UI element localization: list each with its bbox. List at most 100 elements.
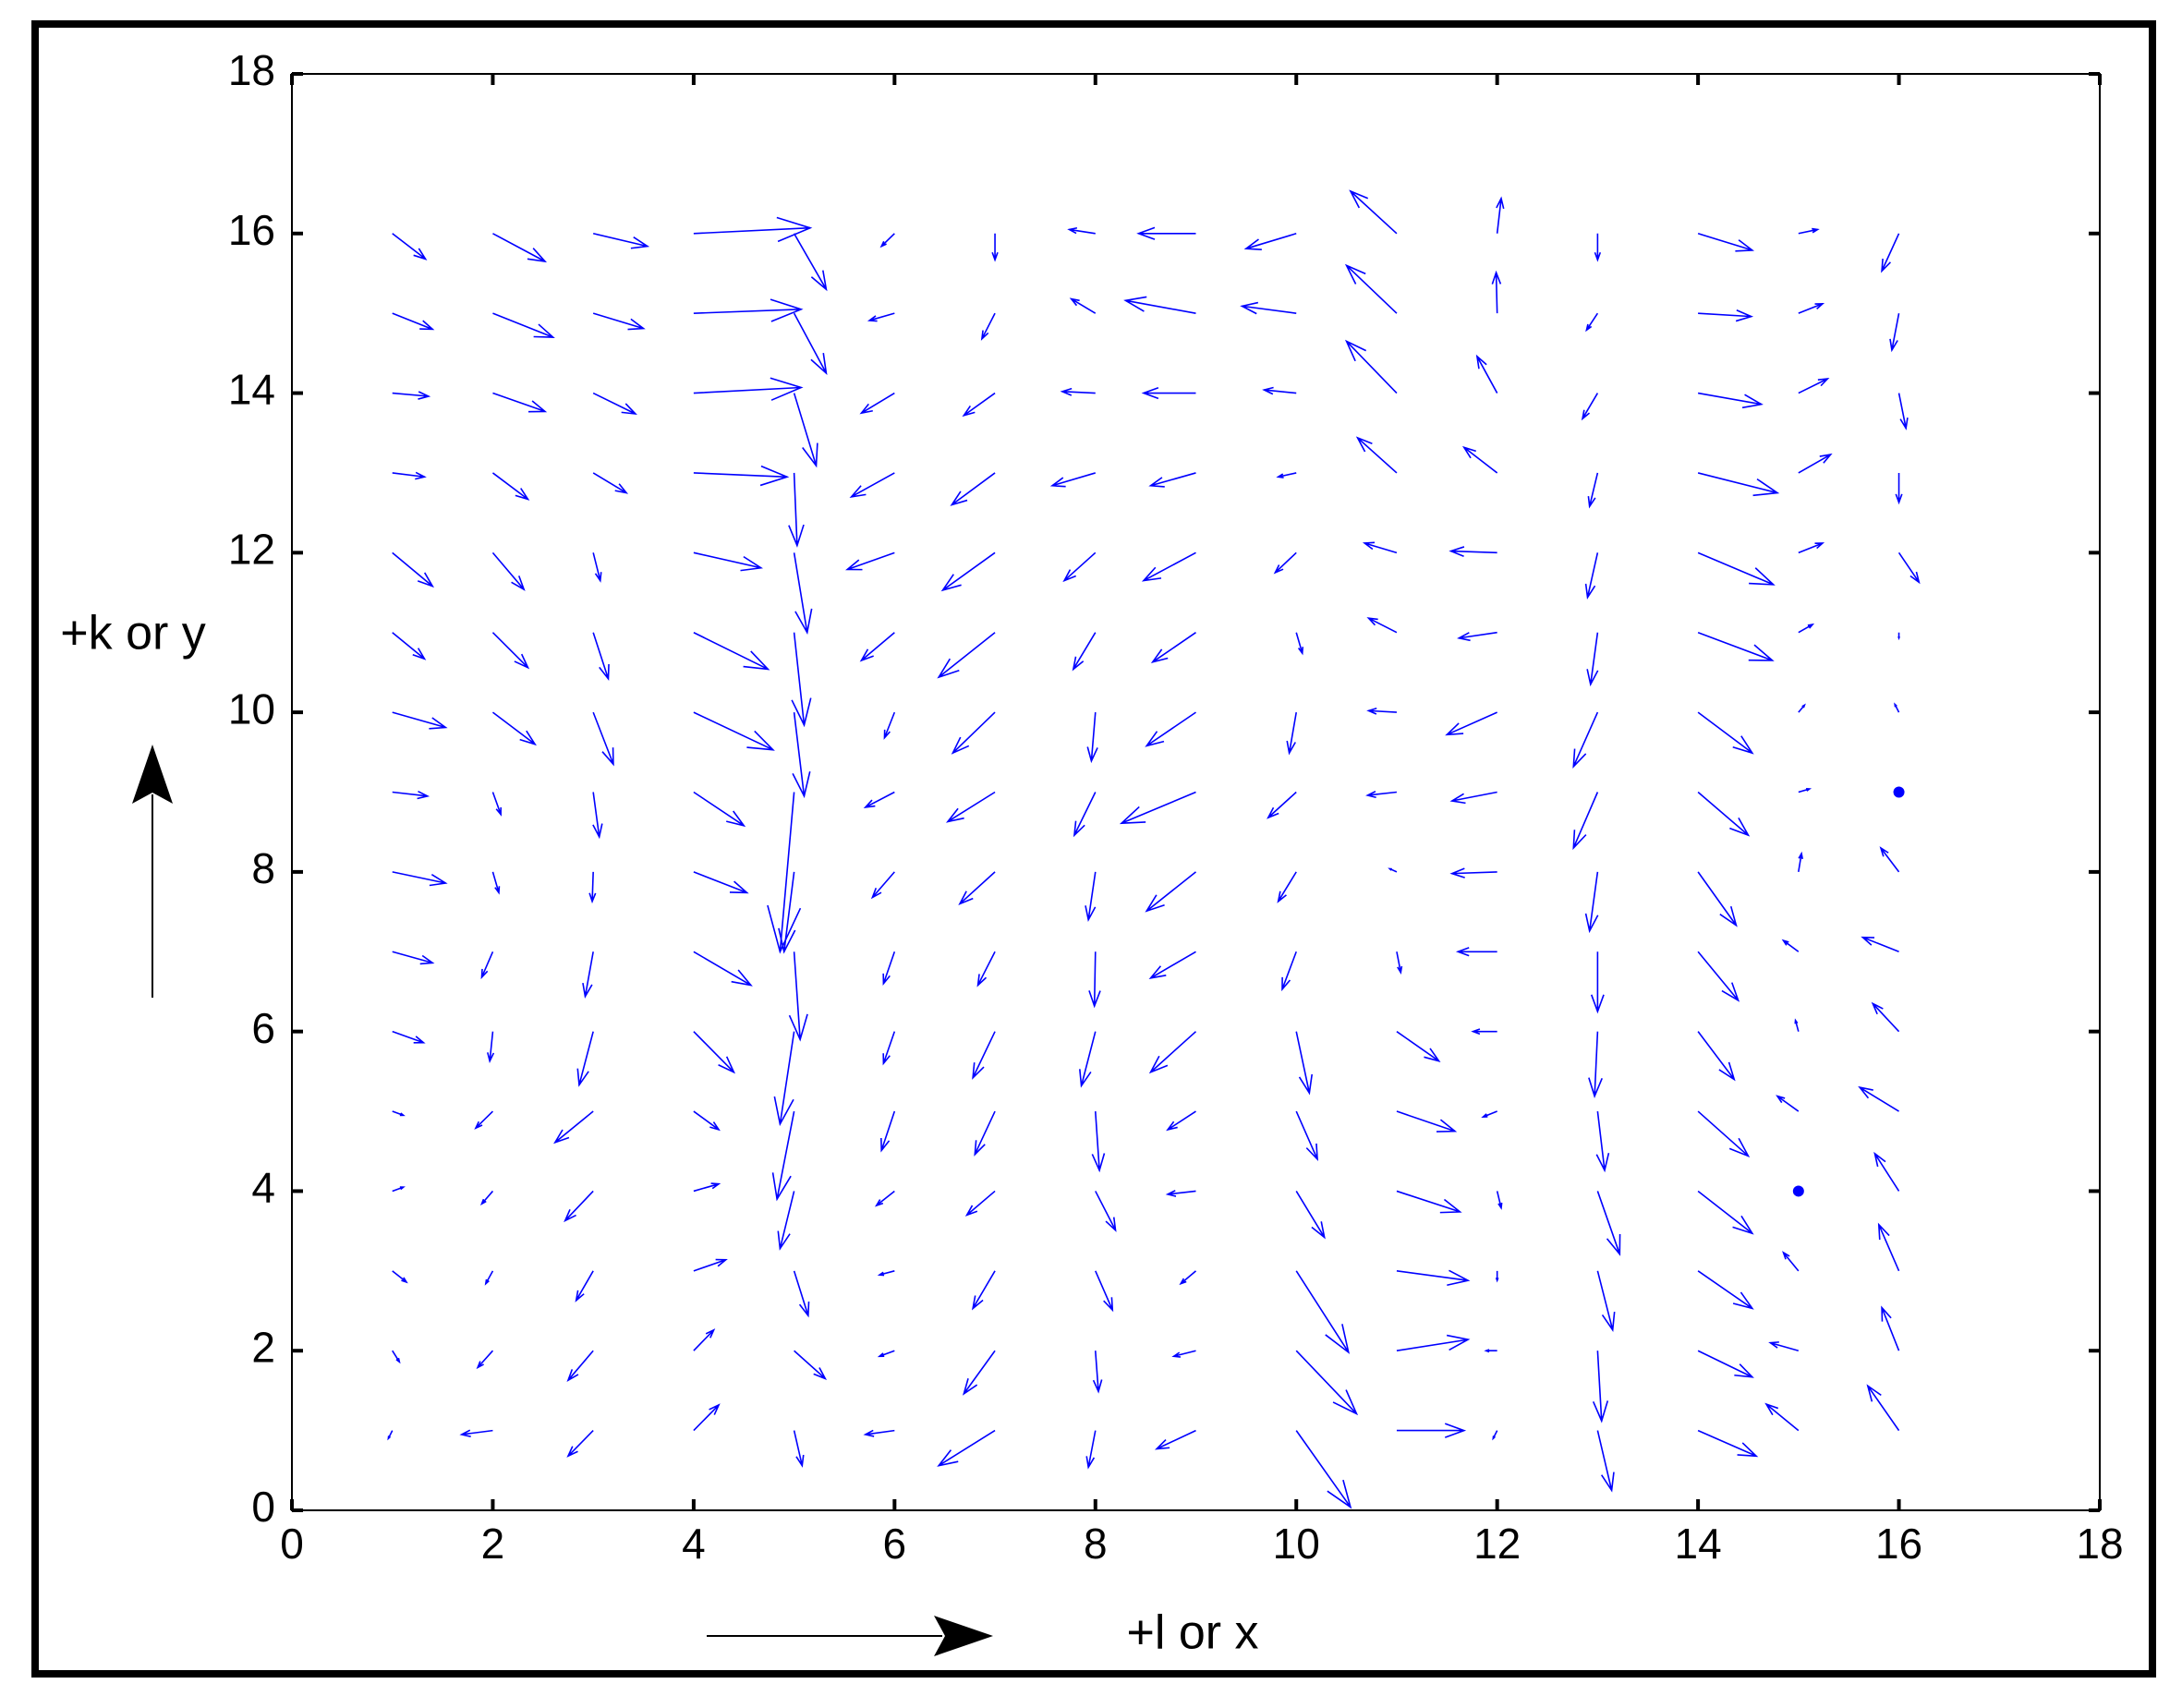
vector-arrow [1484, 1349, 1497, 1353]
vector-arrow [392, 711, 448, 730]
vector-arrow [693, 551, 764, 572]
vector-arrow [459, 1429, 493, 1437]
vector-arrow [1897, 632, 1900, 641]
vector-arrow [863, 1429, 895, 1437]
vector-arrow [958, 871, 996, 906]
vector-arrow [1596, 1270, 1616, 1333]
vector-arrow [693, 632, 770, 671]
vector-arrow [1698, 309, 1754, 322]
vector-arrow [1798, 542, 1825, 554]
vector-arrow [972, 1031, 996, 1080]
vector-arrow [1145, 871, 1196, 913]
y-axis-label: +k or y [60, 607, 206, 660]
vector-arrow [1445, 711, 1497, 736]
vector-arrow [1697, 711, 1754, 755]
vector-arrow [788, 951, 808, 1042]
vector-arrow [845, 551, 895, 571]
vector-arrow [1295, 632, 1304, 656]
vector-arrow [392, 551, 435, 588]
x-axis-label: +l or x [1126, 1606, 1258, 1660]
vector-arrow [937, 1429, 996, 1467]
vector-arrow [771, 1110, 795, 1202]
vector-arrow [1449, 791, 1497, 805]
vector-arrow [592, 552, 602, 583]
vector-arrow [1471, 1028, 1497, 1036]
vector-arrow [1776, 1095, 1800, 1112]
vector-arrow [1481, 1110, 1497, 1118]
vector-arrow [582, 951, 594, 999]
x-direction-arrowhead [934, 1616, 993, 1656]
vector-arrow [1150, 632, 1196, 664]
vector-arrow [1366, 617, 1398, 634]
vector-arrow [1165, 1190, 1196, 1197]
vector-arrow [1588, 1031, 1603, 1098]
vector-arrow [1881, 1305, 1900, 1351]
vector-arrow [1060, 387, 1096, 396]
vector-arrow [1396, 1269, 1471, 1287]
vector-arrow [1792, 1185, 1804, 1197]
vector-arrow [1491, 270, 1502, 314]
vector-arrow [1697, 233, 1755, 252]
vector-arrow [693, 216, 813, 243]
vector-arrow [1123, 296, 1196, 314]
vector-arrow [693, 1182, 721, 1193]
vector-arrow [1697, 1270, 1754, 1310]
vector-arrow [1136, 226, 1196, 240]
vector-arrow [1344, 339, 1398, 394]
vector-arrow [1449, 867, 1497, 878]
vector-arrow [778, 871, 796, 954]
vector-arrow [976, 951, 996, 987]
vector-arrow [964, 1190, 996, 1217]
vector-arrow [1893, 786, 1905, 798]
vector-arrow [863, 791, 895, 808]
vector-arrow [849, 472, 895, 498]
vector-arrow [575, 1270, 594, 1302]
vector-arrow [491, 551, 526, 591]
vector-arrow [693, 711, 775, 751]
vector-arrow [392, 1350, 401, 1364]
vector-arrow [693, 1258, 728, 1272]
x-tick-label: 14 [1675, 1520, 1722, 1568]
vector-arrow [1798, 453, 1833, 474]
vector-arrow [877, 1350, 895, 1358]
vector-arrow [1585, 312, 1599, 333]
vector-arrow [1141, 551, 1196, 582]
vector-arrow [1871, 1001, 1900, 1033]
vector-arrow [564, 1190, 594, 1223]
vector-arrow [1697, 791, 1751, 837]
vector-arrow [1764, 1402, 1800, 1432]
y-tick-label: 12 [228, 525, 275, 573]
vector-arrow [553, 1110, 594, 1145]
vector-arrow [392, 790, 430, 800]
vector-arrow [693, 298, 804, 322]
vector-arrow [392, 391, 431, 400]
vector-arrow [971, 1270, 996, 1311]
vector-arrow [962, 392, 996, 418]
vector-arrow [1594, 233, 1602, 262]
vector-arrow [392, 871, 448, 887]
x-tick-label: 4 [682, 1520, 706, 1568]
x-tick-label: 0 [280, 1520, 304, 1568]
vector-arrow [392, 632, 427, 660]
vector-arrow [1166, 1110, 1196, 1132]
axes-box [291, 73, 2101, 1511]
vector-arrow [1067, 226, 1096, 235]
y-tick-label: 8 [251, 844, 275, 892]
vector-arrow [1396, 951, 1403, 975]
vector-arrow [693, 1031, 736, 1074]
vector-arrow [951, 711, 996, 755]
vector-arrow [859, 632, 895, 662]
vector-arrow [1072, 632, 1097, 672]
vector-arrow [1085, 871, 1097, 923]
vector-arrow [1095, 1191, 1117, 1232]
vector-arrow [1798, 227, 1820, 235]
vector-arrow [1286, 711, 1298, 756]
vector-arrow [940, 551, 996, 592]
vector-arrow [1141, 386, 1196, 400]
x-tick-label: 16 [1875, 1520, 1922, 1568]
vector-arrow [1897, 393, 1909, 430]
vector-arrow [1572, 792, 1599, 851]
vector-arrow [476, 1350, 494, 1370]
y-tick-label: 0 [251, 1483, 275, 1531]
vector-arrow [1396, 1423, 1467, 1438]
